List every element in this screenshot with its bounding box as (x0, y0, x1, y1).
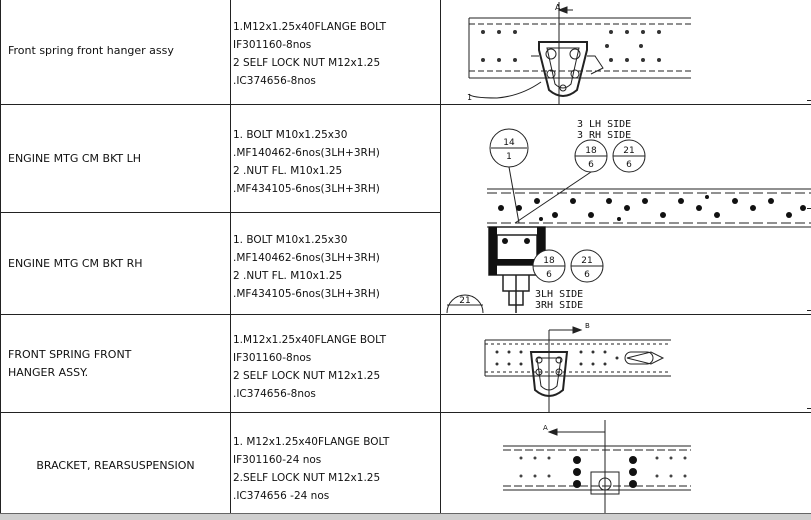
front-hanger-drawing: A 1 (441, 0, 811, 104)
table-row: BRACKET, REARSUSPENSION 1. M12x1.25x40FL… (1, 413, 811, 519)
table-row: FRONT SPRING FRONT HANGER ASSY. 1.M12x1.… (1, 315, 811, 413)
divider (807, 408, 811, 409)
drawing-cell: B (441, 315, 811, 413)
balloon-label: 21 (623, 146, 634, 156)
part-name: Front spring front hanger assy (8, 44, 174, 57)
balloon-label: 21 (581, 256, 592, 266)
spec-cell: 1. M12x1.25x40FLANGE BOLT IF301160-24 no… (231, 413, 441, 519)
spec-cell: 1. BOLT M10x1.25x30 .MF140462-6nos(3LH+3… (231, 105, 441, 213)
spec-line: .IC374656-8nos (233, 72, 440, 90)
spec-line: .MF434105-6nos(3LH+3RH) (233, 180, 440, 198)
spec-line: 2 SELF LOCK NUT M12x1.25 (233, 54, 440, 72)
rear-suspension-bracket-drawing: A (441, 414, 811, 518)
spec-cell: 1.M12x1.25x40FLANGE BOLT IF301160-8nos 2… (231, 0, 441, 105)
part-name: ENGINE MTG CM BKT LH (8, 152, 141, 165)
spec-line: 1.M12x1.25x40FLANGE BOLT (233, 331, 440, 349)
part-name-cell: FRONT SPRING FRONT HANGER ASSY. (1, 315, 231, 413)
part-name: BRACKET, REARSUSPENSION (36, 459, 194, 472)
divider (807, 208, 811, 209)
drawing-label: 3 RH SIDE (577, 130, 631, 141)
part-name: ENGINE MTG CM BKT RH (8, 257, 143, 270)
balloon-label: 6 (546, 270, 552, 280)
drawing-label: 1 (467, 93, 472, 102)
spec-line: IF301160-8nos (233, 349, 440, 367)
spec-line: .IC374656 -24 nos (233, 487, 440, 505)
spec-line: IF301160-8nos (233, 36, 440, 54)
spec-line: .IC374656-8nos (233, 385, 440, 403)
spec-line: 1. BOLT M10x1.25x30 (233, 231, 440, 249)
spec-line: 2.SELF LOCK NUT M12x1.25 (233, 469, 440, 487)
drawing-label: A (543, 424, 548, 432)
spec-line: IF301160-24 nos (233, 451, 440, 469)
spec-line: .MF140462-6nos(3LH+3RH) (233, 144, 440, 162)
drawing-label: B (585, 322, 590, 330)
spec-line: .MF140462-6nos(3LH+3RH) (233, 249, 440, 267)
spec-line: 2 .NUT FL. M10x1.25 (233, 267, 440, 285)
part-name-cell: Front spring front hanger assy (1, 0, 231, 105)
part-name-cell: ENGINE MTG CM BKT LH (1, 105, 231, 213)
part-name-cell: BRACKET, REARSUSPENSION (1, 413, 231, 519)
divider (807, 100, 811, 101)
balloon-label: 21 (459, 296, 470, 306)
spec-line: 1.M12x1.25x40FLANGE BOLT (233, 18, 440, 36)
spec-line: 2 SELF LOCK NUT M12x1.25 (233, 367, 440, 385)
part-name-cell: ENGINE MTG CM BKT RH (1, 213, 231, 315)
drawing-label: 3 LH SIDE (577, 119, 631, 130)
balloon-label: 14 (503, 138, 515, 148)
balloon-label: 6 (626, 160, 632, 170)
spec-cell: 1. BOLT M10x1.25x30 .MF140462-6nos(3LH+3… (231, 213, 441, 315)
drawing-cell: 3 LH SIDE 3 RH SIDE 14 1 18 6 21 (441, 105, 811, 315)
balloon-label: 1 (506, 152, 512, 162)
drawing-label: 3LH SIDE (535, 289, 583, 300)
spec-line: .MF434105-6nos(3LH+3RH) (233, 285, 440, 303)
drawing-label: A (555, 3, 561, 12)
drawing-cell: A (441, 413, 811, 519)
spec-line: 1. M12x1.25x40FLANGE BOLT (233, 433, 440, 451)
drawing-label: 3RH SIDE (535, 300, 583, 311)
balloon-label: 6 (588, 160, 594, 170)
divider (807, 310, 811, 311)
table-row: ENGINE MTG CM BKT LH 1. BOLT M10x1.25x30… (1, 105, 811, 213)
spec-cell: 1.M12x1.25x40FLANGE BOLT IF301160-8nos 2… (231, 315, 441, 413)
balloon-label: 18 (543, 256, 555, 266)
table-row: Front spring front hanger assy 1.M12x1.2… (1, 0, 811, 105)
balloon-label: 6 (584, 270, 590, 280)
front-spring-hanger-drawing: B (441, 316, 811, 412)
spec-line: 2 .NUT FL. M10x1.25 (233, 162, 440, 180)
balloon-label: 18 (585, 146, 597, 156)
engine-mount-rh-callouts: 18 6 21 6 21 3LH SIDE 3RH SIDE (441, 213, 811, 313)
part-name: FRONT SPRING FRONT HANGER ASSY. (8, 346, 158, 382)
drawing-cell: A 1 (441, 0, 811, 105)
spec-line: 1. BOLT M10x1.25x30 (233, 126, 440, 144)
